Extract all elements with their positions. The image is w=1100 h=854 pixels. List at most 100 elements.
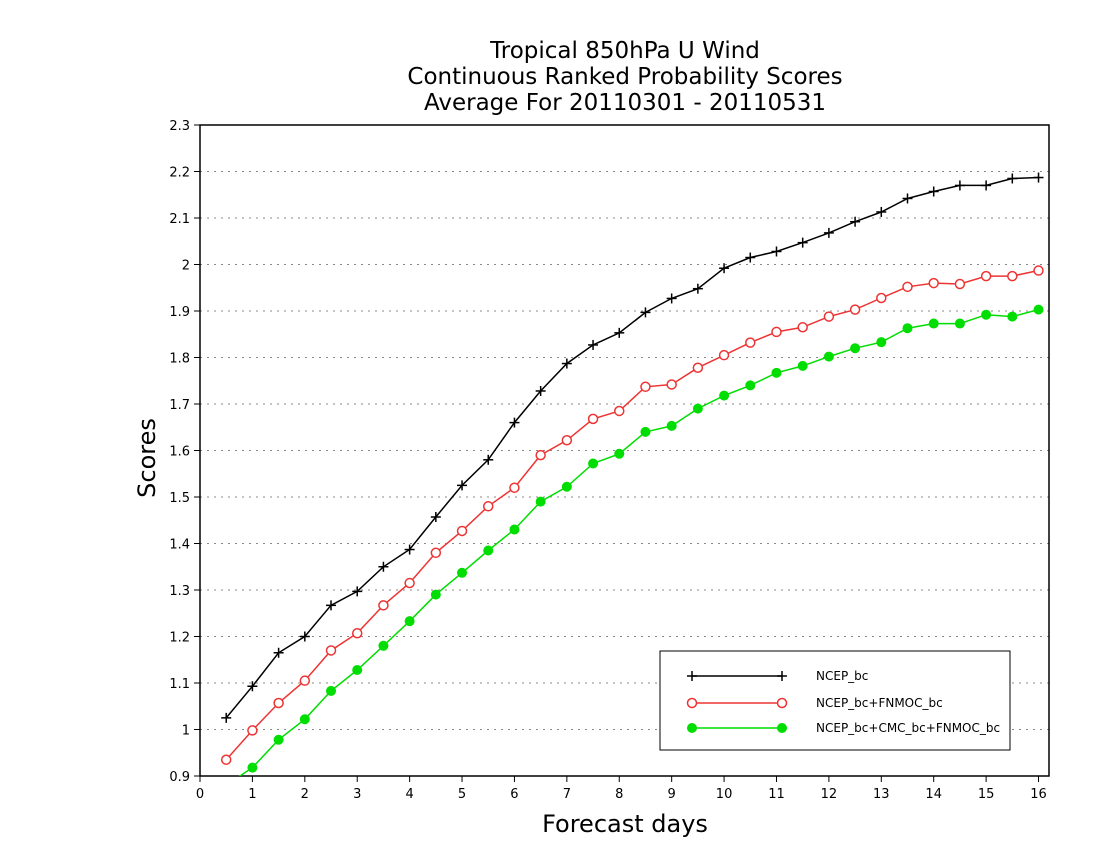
x-tick-label: 12	[821, 787, 838, 802]
series-3-point	[771, 367, 782, 378]
series-1-point	[352, 586, 363, 597]
series-2-point	[876, 292, 887, 304]
series-3-point	[378, 640, 389, 651]
series-3-point	[588, 458, 599, 469]
chart-title-line-3: Average For 20110301 - 20110531	[424, 90, 826, 116]
x-tick-label: 11	[768, 787, 785, 802]
series-2-point	[378, 600, 389, 611]
series-1-point	[771, 246, 782, 257]
series-2-point	[666, 379, 677, 390]
y-axis-ticks: 0.9 1 1.1 1.2 1.3 1.4 1.5 1.6 1.7 1.8 1.9 2 2.1 2.2 2.…	[169, 119, 200, 785]
y-tick-label: 0.9	[169, 770, 190, 785]
y-tick-label: 1.2	[169, 631, 190, 646]
series-2-point	[247, 725, 258, 736]
x-tick-label: 6	[510, 787, 518, 802]
series-3-point	[247, 762, 258, 773]
chart-title-line-1: Tropical 850hPa U Wind	[489, 38, 760, 64]
chart-title-line-2: Continuous Ranked Probability Scores	[407, 64, 842, 90]
series-3-point	[614, 448, 625, 459]
series-3-point	[326, 685, 337, 696]
series-3-point	[457, 567, 468, 578]
series-3-point	[850, 343, 861, 354]
series-2-point	[587, 413, 599, 425]
series-1-point	[745, 252, 756, 263]
series-1-point	[692, 283, 703, 294]
series-2-point	[561, 435, 573, 446]
series-2-point	[299, 675, 311, 686]
series-1-point	[535, 385, 546, 396]
y-tick-label: 1.5	[169, 491, 190, 506]
x-tick-label: 14	[925, 787, 942, 802]
y-axis-label: Scores	[133, 418, 161, 498]
legend-label-1: NCEP_bc	[816, 669, 868, 683]
series-3-point	[299, 714, 310, 725]
series-3-point	[902, 323, 913, 334]
series-2-point	[718, 349, 730, 361]
y-tick-label: 1.1	[169, 677, 190, 692]
series-2-point	[430, 547, 442, 559]
y-tick-label: 2.2	[169, 166, 190, 181]
y-tick-label: 1.3	[169, 584, 190, 599]
x-tick-label: 15	[978, 787, 995, 802]
series-2-point	[404, 577, 415, 589]
series-3-point	[719, 390, 730, 401]
series-1-point	[588, 339, 599, 350]
series-3-point	[981, 309, 992, 320]
x-tick-label: 7	[563, 787, 571, 802]
x-tick-label: 8	[615, 787, 623, 802]
series-1-point	[797, 237, 808, 248]
y-tick-label: 1.9	[169, 305, 190, 320]
series-1-point	[902, 193, 913, 204]
legend-box	[659, 650, 1011, 751]
series-3-point	[692, 403, 703, 414]
x-tick-label: 4	[405, 787, 413, 802]
legend-marker	[687, 723, 697, 733]
series-2-point	[902, 281, 913, 293]
series-1-point	[299, 631, 310, 642]
chart-title: Tropical 850hPa U Wind Continuous Ranked…	[407, 38, 842, 116]
x-tick-label: 13	[873, 787, 890, 802]
series-3-point	[640, 426, 651, 437]
y-gridlines	[200, 171, 1049, 730]
series-3-point	[954, 318, 965, 329]
series-3-point	[1033, 304, 1044, 315]
series-3-point	[745, 380, 756, 391]
series-1-point	[640, 307, 651, 318]
y-tick-label: 2.1	[169, 212, 190, 227]
series-2-point	[509, 482, 520, 493]
series-2-point	[745, 337, 756, 348]
series-1-point	[928, 186, 939, 197]
series-1-point	[823, 227, 834, 238]
series-1-point	[483, 454, 494, 465]
x-tick-label: 1	[248, 787, 256, 802]
series-2-point	[849, 304, 861, 315]
series-3-point	[797, 360, 808, 371]
series-2-point	[1007, 270, 1018, 282]
series-2-point	[351, 627, 363, 639]
series-3-point	[876, 337, 887, 348]
series-1-point	[221, 712, 232, 723]
data-series	[220, 172, 1044, 776]
legend-marker	[687, 671, 697, 681]
series-2-point	[640, 381, 651, 393]
series-1-point	[954, 180, 965, 191]
series-1-point	[247, 681, 258, 692]
x-axis-ticks: 0 1 2 3 4 5 6 7 8 9 10 11 12 13 14 15 16	[196, 776, 1047, 802]
series-3-point	[509, 524, 520, 535]
x-tick-label: 10	[716, 787, 733, 802]
series-2-point	[220, 754, 232, 765]
series-2-point	[797, 322, 808, 333]
series-2-point	[535, 449, 546, 461]
series-1-point	[666, 293, 677, 304]
series-2-point	[823, 311, 835, 322]
series-1-point	[404, 544, 415, 555]
series-2-point	[954, 278, 966, 290]
legend-label-2: NCEP_bc+FNMOC_bc	[816, 696, 943, 710]
x-tick-label: 5	[458, 787, 466, 802]
series-3-point	[666, 420, 677, 431]
series-3-point	[561, 481, 572, 492]
series-2-point	[325, 645, 337, 656]
series-1-point	[326, 600, 337, 611]
